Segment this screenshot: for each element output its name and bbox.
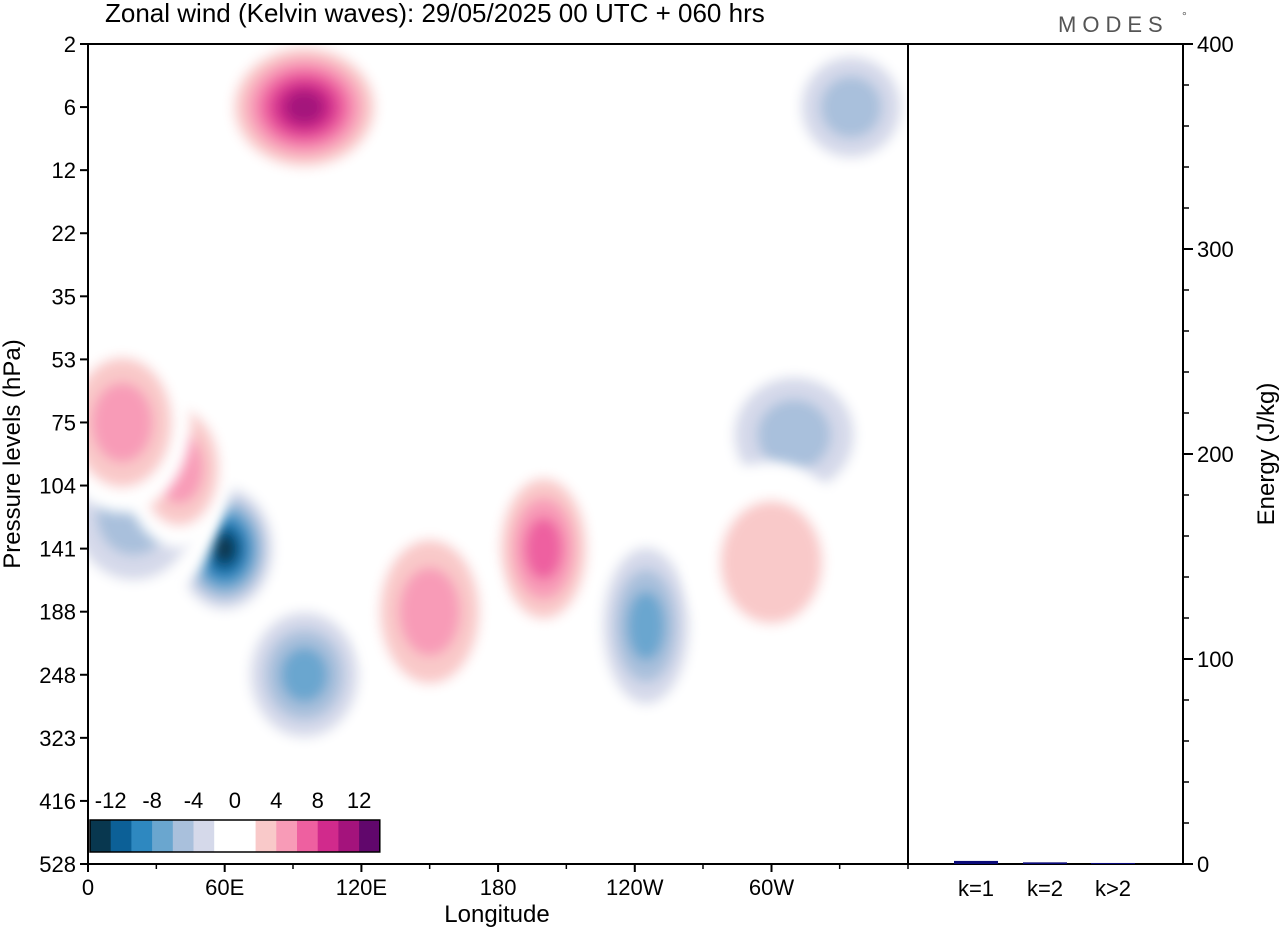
heatmap-region: [360, 511, 499, 712]
heatmap-region: [688, 462, 855, 663]
energy-bar: [954, 860, 998, 864]
y-axis-label: Pressure levels (hPa): [0, 339, 26, 568]
x-tick-label: 120W: [606, 875, 664, 900]
energy-tick-label: 100: [1197, 647, 1234, 672]
energy-tick-label: 0: [1197, 852, 1209, 877]
energy-category-label: k=2: [1027, 876, 1063, 901]
x-tick-label: 120E: [336, 875, 387, 900]
svg-text:°: °: [1182, 9, 1187, 23]
y-tick-label: 2: [64, 32, 76, 57]
colorbar-swatch: [317, 820, 339, 852]
energy-frame: [907, 43, 1184, 865]
colorbar-label: 12: [347, 788, 371, 813]
heatmap-region: [591, 525, 702, 726]
colorbar-frame: [89, 819, 381, 853]
x-axis-label: Longitude: [444, 901, 549, 928]
colorbar-label: 0: [229, 788, 241, 813]
energy-tick-label: 300: [1197, 237, 1234, 262]
heatmap-contour: [280, 646, 329, 703]
colorbar-swatch: [359, 820, 381, 852]
x-tick-label: 60W: [749, 875, 794, 900]
heatmap-region: [221, 44, 388, 178]
colorbar-swatch: [234, 820, 257, 852]
y-tick-label: 22: [52, 221, 76, 246]
heatmap-axes: 0 60E 120E 180 120W 60W 2 6 12 22 35 53 75 104 141 188 2…: [39, 32, 909, 900]
colorbar-swatch: [193, 820, 215, 852]
heatmap-contour: [284, 90, 325, 125]
colorbar-label: 8: [312, 788, 324, 813]
colorbar-label: -8: [142, 788, 162, 813]
energy-category-label: k=1: [958, 876, 994, 901]
heatmap-contour: [91, 382, 153, 463]
y-tick-label: 104: [39, 474, 76, 499]
colorbar-label: -4: [184, 788, 204, 813]
y-tick-label: 188: [39, 600, 76, 625]
colorbar-label: -12: [95, 788, 127, 813]
y-tick-label: 323: [39, 726, 76, 751]
energy-axis-label: Energy (J/kg): [1253, 383, 1280, 526]
colorbar-swatch: [131, 820, 153, 852]
y-tick-label: 6: [64, 95, 76, 120]
svg-text:MODES: MODES: [1058, 12, 1169, 37]
heatmap-region: [488, 458, 599, 639]
heatmap-region: [88, 332, 192, 513]
x-tick-label: 180: [480, 875, 517, 900]
y-tick-label: 75: [52, 410, 76, 435]
energy-tick-label: 200: [1197, 442, 1234, 467]
colorbar-swatch: [276, 820, 298, 852]
y-tick-label: 53: [52, 347, 76, 372]
energy-tick-label: 400: [1197, 32, 1234, 57]
heatmap-contour: [398, 567, 461, 657]
colorbar-swatch: [152, 820, 174, 852]
energy-axes: k=1 k=2 k>2 0 100 200 300 400: [958, 32, 1234, 901]
y-tick-label: 528: [39, 852, 76, 877]
heatmap-contour: [626, 590, 666, 661]
energy-bar: [1091, 862, 1135, 864]
energy-category-label: k>2: [1095, 876, 1131, 901]
colorbar-swatch: [90, 820, 112, 852]
heatmap-region: [235, 594, 374, 755]
colorbar-swatch: [172, 820, 194, 852]
energy-bar: [1023, 862, 1067, 864]
heatmap-contour: [213, 533, 237, 564]
y-tick-label: 12: [52, 158, 76, 183]
y-tick-label: 35: [52, 284, 76, 309]
y-tick-label: 248: [39, 663, 76, 688]
y-tick-label: 141: [39, 537, 76, 562]
colorbar: -12 -8 -4 0 4 8 12: [89, 786, 381, 854]
colorbar-swatch: [255, 820, 277, 852]
heatmap-field: [88, 44, 908, 755]
colorbar-swatch: [297, 820, 319, 852]
heatmap-contour: [720, 500, 823, 624]
heatmap-contour: [757, 399, 832, 471]
colorbar-swatch: [214, 820, 236, 852]
heatmap-region: [782, 44, 908, 178]
colorbar-label: 4: [270, 788, 282, 813]
heatmap-contour: [524, 517, 563, 580]
x-tick-label: 0: [82, 875, 94, 900]
modes-logo: MODES °: [1058, 9, 1187, 37]
y-tick-label: 416: [39, 789, 76, 814]
energy-bars: [954, 860, 1135, 864]
heatmap-contour: [820, 75, 882, 139]
x-tick-label: 60E: [205, 875, 244, 900]
colorbar-swatch: [338, 820, 360, 852]
chart-title: Zonal wind (Kelvin waves): 29/05/2025 00…: [105, 0, 765, 28]
colorbar-swatch: [110, 820, 132, 852]
